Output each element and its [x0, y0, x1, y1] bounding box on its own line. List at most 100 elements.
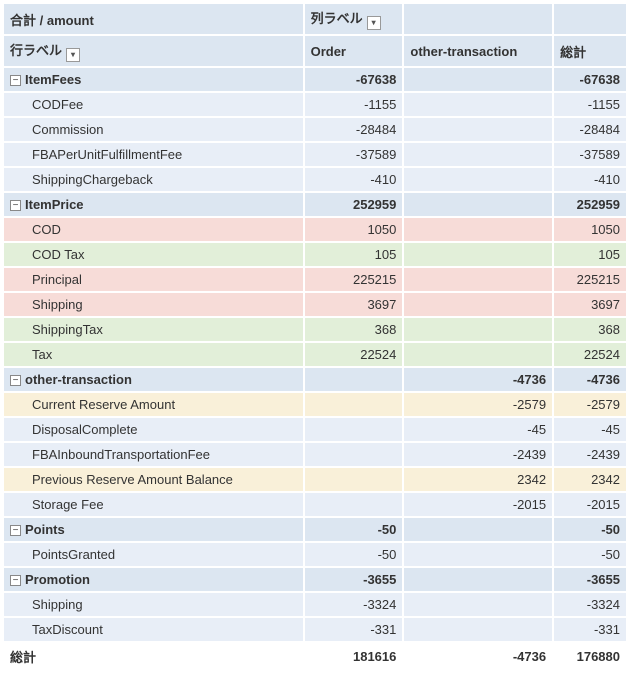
grand-order: 181616 — [304, 642, 404, 671]
row-other — [403, 142, 553, 167]
row-label: Principal — [4, 267, 304, 292]
row-order: -331 — [304, 617, 404, 642]
row-other — [403, 92, 553, 117]
col-order: Order — [304, 35, 404, 67]
row-other — [403, 267, 553, 292]
row-label: FBAInboundTransportationFee — [4, 442, 304, 467]
row-order: 1050 — [304, 217, 404, 242]
row-order — [304, 417, 404, 442]
row-order: -1155 — [304, 92, 404, 117]
row-label: DisposalComplete — [4, 417, 304, 442]
group-total: -50 — [553, 517, 627, 542]
group-other — [403, 517, 553, 542]
row-total: -45 — [553, 417, 627, 442]
row-label: FBAPerUnitFulfillmentFee — [4, 142, 304, 167]
row-order: -3324 — [304, 592, 404, 617]
pivot-table: 合計 / amount列ラベル▾行ラベル▾Orderother-transact… — [4, 4, 628, 672]
group-order: 252959 — [304, 192, 404, 217]
group-Points[interactable]: −Points — [4, 517, 304, 542]
row-label: TaxDiscount — [4, 617, 304, 642]
row-order: -50 — [304, 542, 404, 567]
row-total: 368 — [553, 317, 627, 342]
row-other: -2579 — [403, 392, 553, 417]
collapse-icon[interactable]: − — [10, 200, 21, 211]
row-label: ShippingTax — [4, 317, 304, 342]
group-order: -50 — [304, 517, 404, 542]
group-total: -4736 — [553, 367, 627, 392]
row-other — [403, 117, 553, 142]
row-total: 22524 — [553, 342, 627, 367]
group-ItemPrice[interactable]: −ItemPrice — [4, 192, 304, 217]
row-order — [304, 442, 404, 467]
row-total: -410 — [553, 167, 627, 192]
col-labels-header[interactable]: 列ラベル▾ — [304, 4, 404, 35]
row-order: -28484 — [304, 117, 404, 142]
row-label: COD Tax — [4, 242, 304, 267]
group-Promotion[interactable]: −Promotion — [4, 567, 304, 592]
group-order — [304, 367, 404, 392]
row-total: -50 — [553, 542, 627, 567]
group-other: -4736 — [403, 367, 553, 392]
group-ItemFees[interactable]: −ItemFees — [4, 67, 304, 92]
row-total: -2439 — [553, 442, 627, 467]
row-label: Storage Fee — [4, 492, 304, 517]
row-label: PointsGranted — [4, 542, 304, 567]
row-order: 368 — [304, 317, 404, 342]
row-total: 225215 — [553, 267, 627, 292]
group-other — [403, 567, 553, 592]
dropdown-icon[interactable]: ▾ — [66, 48, 80, 62]
row-label: COD — [4, 217, 304, 242]
group-total: -3655 — [553, 567, 627, 592]
row-label: Commission — [4, 117, 304, 142]
collapse-icon[interactable]: − — [10, 525, 21, 536]
row-label: Current Reserve Amount — [4, 392, 304, 417]
row-order: -410 — [304, 167, 404, 192]
row-other — [403, 167, 553, 192]
row-total: -2015 — [553, 492, 627, 517]
row-order: -37589 — [304, 142, 404, 167]
row-label: Shipping — [4, 292, 304, 317]
row-total: 2342 — [553, 467, 627, 492]
row-order — [304, 492, 404, 517]
row-label: ShippingChargeback — [4, 167, 304, 192]
row-order — [304, 392, 404, 417]
group-order: -67638 — [304, 67, 404, 92]
row-order: 3697 — [304, 292, 404, 317]
group-other — [403, 192, 553, 217]
row-other: -2439 — [403, 442, 553, 467]
row-other: -45 — [403, 417, 553, 442]
row-total: 3697 — [553, 292, 627, 317]
row-total: -28484 — [553, 117, 627, 142]
collapse-icon[interactable]: − — [10, 75, 21, 86]
row-other — [403, 317, 553, 342]
measure-label: 合計 / amount — [4, 4, 304, 35]
row-labels-header[interactable]: 行ラベル▾ — [4, 35, 304, 67]
row-total: -3324 — [553, 592, 627, 617]
row-total: -331 — [553, 617, 627, 642]
group-other — [403, 67, 553, 92]
row-order: 105 — [304, 242, 404, 267]
group-other-transaction[interactable]: −other-transaction — [4, 367, 304, 392]
row-other: 2342 — [403, 467, 553, 492]
row-label: Previous Reserve Amount Balance — [4, 467, 304, 492]
col-total: 総計 — [553, 35, 627, 67]
row-other: -2015 — [403, 492, 553, 517]
row-label: Shipping — [4, 592, 304, 617]
row-other — [403, 342, 553, 367]
row-order — [304, 467, 404, 492]
row-total: -2579 — [553, 392, 627, 417]
row-order: 225215 — [304, 267, 404, 292]
row-other — [403, 292, 553, 317]
row-label: CODFee — [4, 92, 304, 117]
row-total: -1155 — [553, 92, 627, 117]
group-total: -67638 — [553, 67, 627, 92]
collapse-icon[interactable]: − — [10, 575, 21, 586]
row-total: 1050 — [553, 217, 627, 242]
grand-label: 総計 — [4, 642, 304, 671]
row-other — [403, 217, 553, 242]
dropdown-icon[interactable]: ▾ — [367, 16, 381, 30]
grand-total: 176880 — [553, 642, 627, 671]
hdr-blank-1 — [403, 4, 553, 35]
collapse-icon[interactable]: − — [10, 375, 21, 386]
row-other — [403, 592, 553, 617]
